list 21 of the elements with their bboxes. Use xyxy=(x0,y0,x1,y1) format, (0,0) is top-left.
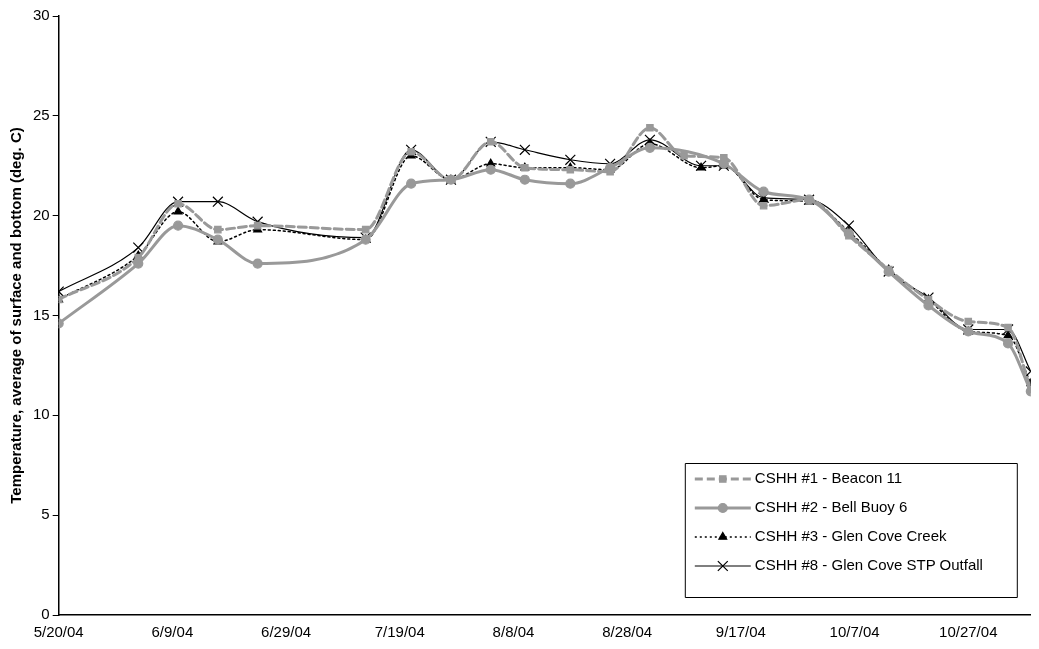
x-tick-label: 8/8/04 xyxy=(492,623,535,641)
legend-label: CSHH #2 - Bell Buoy 6 xyxy=(754,498,908,516)
legend-label: CSHH #3 - Glen Cove Creek xyxy=(754,527,948,545)
x-tick-label: 10/7/04 xyxy=(829,623,880,641)
x-tick-label: 10/27/04 xyxy=(939,623,998,641)
legend-label: CSHH #1 - Beacon 11 xyxy=(754,469,903,487)
y-tick-label: 10 xyxy=(33,405,50,423)
legend-label: CSHH #8 - Glen Cove STP Outfall xyxy=(754,556,983,574)
y-axis-title: Temperature, average of surface and bottom (deg. C) xyxy=(7,127,25,504)
y-tick-label: 15 xyxy=(33,305,50,323)
y-tick-label: 5 xyxy=(41,505,50,523)
y-tick-label: 20 xyxy=(33,205,50,223)
x-tick-label: 6/9/04 xyxy=(151,623,194,641)
x-tick-label: 7/19/04 xyxy=(374,623,425,641)
x-tick-label: 9/17/04 xyxy=(715,623,766,641)
y-tick-label: 0 xyxy=(41,605,50,623)
y-tick-label: 30 xyxy=(33,6,50,24)
x-tick-label: 6/29/04 xyxy=(261,623,312,641)
x-tick-label: 8/28/04 xyxy=(602,623,653,641)
y-tick-label: 25 xyxy=(33,105,50,123)
x-tick-label: 5/20/04 xyxy=(33,623,84,641)
